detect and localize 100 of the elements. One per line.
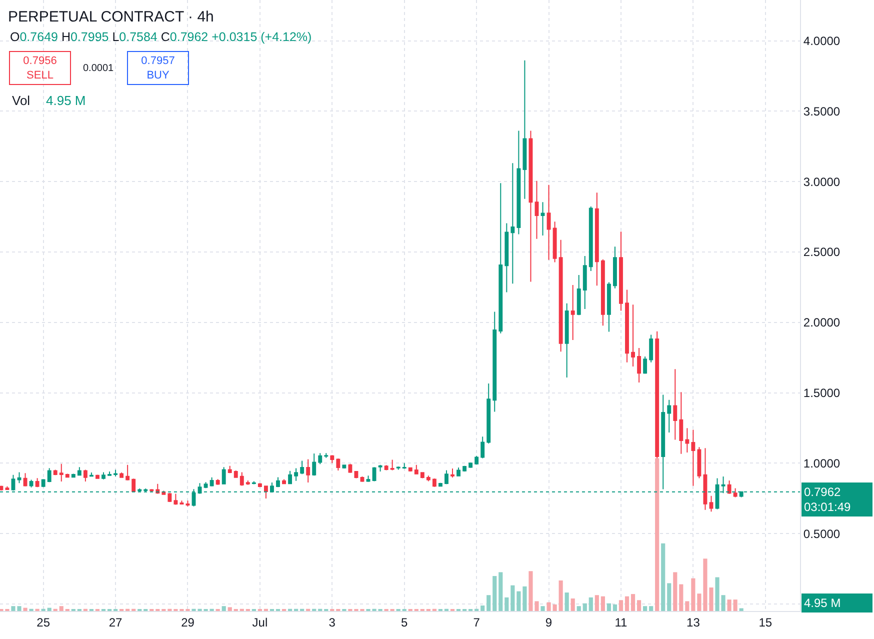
bar (480, 606, 485, 611)
candlestick (324, 452, 328, 458)
candlestick (96, 474, 100, 480)
candlestick (47, 468, 52, 483)
candlestick (492, 311, 497, 412)
bar (576, 606, 581, 611)
bar (492, 576, 497, 611)
bar (59, 606, 64, 611)
candlestick (204, 482, 208, 488)
candlestick (336, 458, 340, 471)
candlestick (53, 469, 58, 476)
bar (516, 591, 521, 611)
annotation: 0.7957 BUY (141, 55, 175, 82)
candlestick (114, 469, 118, 477)
candlestick (186, 500, 190, 507)
bar (679, 584, 684, 611)
candlestick (222, 466, 226, 485)
candlestick (378, 464, 382, 472)
bar (685, 601, 690, 611)
bar (667, 583, 672, 611)
candlestick (258, 482, 262, 488)
ref-line-label: 0.7962 (804, 485, 842, 499)
bar (47, 608, 52, 611)
bar (691, 578, 696, 611)
candlestick (168, 492, 172, 503)
bar (733, 600, 738, 611)
candlestick (120, 472, 124, 478)
candlestick (432, 478, 436, 488)
candlestick (643, 356, 648, 374)
candlestick (252, 480, 256, 485)
candlestick (498, 182, 503, 334)
annotation: 4.95 M (46, 93, 86, 108)
candlestick (516, 130, 521, 235)
bar (522, 586, 527, 611)
annotation: Vol (12, 93, 30, 108)
x-tick-label: 27 (108, 615, 123, 630)
annotation: 0.7956 SELL (23, 55, 57, 82)
candlestick (59, 463, 64, 482)
x-tick-label: 13 (686, 615, 700, 630)
candlestick (17, 472, 22, 484)
candlestick (649, 334, 654, 363)
y-tick-label: 0.5000 (803, 526, 840, 541)
x-tick-label: 29 (181, 615, 195, 630)
candlestick (685, 428, 690, 453)
bar (486, 595, 491, 611)
candlestick (174, 493, 178, 506)
candlestick (276, 476, 280, 488)
candlestick (438, 482, 442, 488)
y-tick-label: 2.5000 (803, 245, 840, 260)
candlestick (306, 458, 310, 483)
bar (498, 572, 503, 611)
bar (222, 606, 226, 611)
candlestick (126, 464, 130, 481)
x-tick-label: 3 (328, 615, 336, 630)
candlestick (330, 454, 334, 464)
candlestick (0, 485, 4, 491)
candlestick (510, 162, 515, 284)
candlestick (576, 274, 581, 316)
x-tick-label: 9 (545, 615, 552, 630)
candlestick (691, 429, 696, 486)
candlestick (240, 472, 244, 486)
candlestick (606, 282, 611, 332)
candlestick (342, 464, 346, 470)
y-tick-label: 3.5000 (803, 104, 840, 118)
bar (23, 608, 28, 611)
candlestick (673, 368, 678, 440)
candlestick (468, 462, 473, 468)
candlestick (534, 180, 539, 240)
candlestick (150, 488, 154, 492)
candlestick (661, 394, 666, 490)
candlestick (246, 480, 250, 486)
bar (540, 606, 545, 611)
candlestick (318, 452, 322, 465)
candlestick (71, 473, 76, 478)
candlestick (444, 470, 448, 485)
candlestick (372, 466, 376, 482)
candlestick (41, 478, 46, 488)
x-tick-label: Jul (252, 615, 268, 630)
y-tick-label: 4.0000 (803, 34, 840, 48)
candlestick (456, 467, 460, 477)
candlestick (102, 472, 106, 480)
y-tick-label: 1.5000 (803, 386, 840, 400)
bar (618, 600, 624, 611)
candlestick (234, 470, 238, 478)
candlestick (132, 478, 136, 493)
candlestick (480, 436, 485, 459)
bar (636, 600, 642, 611)
bar (612, 604, 618, 611)
bar (558, 580, 563, 611)
bar (643, 606, 648, 611)
bar (228, 607, 232, 611)
candlestick (312, 452, 316, 476)
candlestick (450, 468, 454, 478)
candlestick (637, 348, 642, 384)
candlestick (29, 479, 34, 488)
candlestick (522, 60, 527, 200)
candlestick (108, 470, 112, 476)
text: 4.95 M (804, 596, 841, 610)
candlestick (733, 488, 738, 498)
candlestick (390, 459, 394, 471)
